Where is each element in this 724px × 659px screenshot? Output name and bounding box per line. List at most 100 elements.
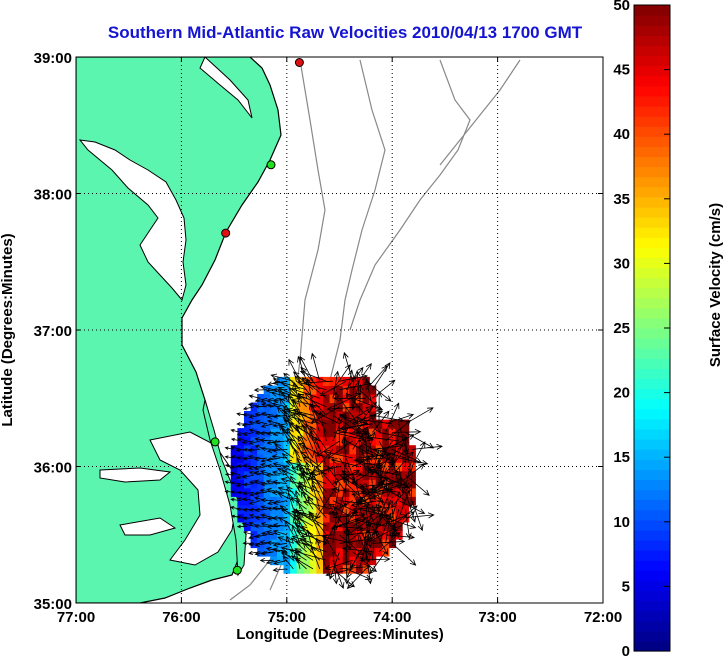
velocity-cell [276, 453, 285, 463]
velocity-cell [303, 436, 311, 446]
velocity-cell [329, 436, 337, 446]
velocity-cell [250, 411, 258, 421]
velocity-arrow [365, 429, 373, 459]
radar-station-marker [266, 160, 276, 170]
colorbar-tick-label: 50 [613, 0, 630, 14]
velocity-arrow [378, 512, 400, 536]
velocity-cell [283, 496, 291, 506]
velocity-arrow [359, 417, 393, 425]
velocity-cell [369, 419, 377, 429]
velocity-arrow [324, 559, 353, 571]
velocity-arrow [247, 465, 261, 470]
velocity-cell [309, 487, 318, 497]
velocity-arrow [273, 559, 287, 565]
velocity-cell [296, 564, 304, 574]
colorbar-band [634, 277, 670, 289]
colorbar-band [634, 529, 670, 541]
colorbar-band [634, 560, 670, 571]
colorbar-band [634, 479, 670, 491]
pamlico-river [119, 517, 177, 536]
velocity-cell [336, 462, 344, 472]
velocity-arrow [314, 436, 327, 467]
velocity-arrow [395, 469, 413, 493]
velocity-cell [257, 539, 265, 549]
velocity-arrow [253, 387, 268, 393]
velocity-arrow [260, 513, 274, 519]
velocity-arrow [408, 474, 414, 508]
chart-title: Southern Mid-Atlantic Raw Velocities 201… [108, 23, 583, 42]
velocity-arrow [241, 474, 254, 479]
delaware-bay [199, 57, 253, 119]
velocity-cell [329, 445, 337, 455]
velocity-cell [316, 513, 324, 523]
colorbar-band [634, 469, 670, 480]
y-axis-title: Latitude (Degrees:Minutes) [0, 233, 16, 426]
velocity-arrow [260, 531, 274, 536]
colorbar: 0 5 10 15 20 25 30 35 40 45 50 [613, 0, 671, 659]
velocity-cell [323, 556, 331, 566]
velocity-cell [257, 419, 265, 429]
velocity-cell [336, 385, 344, 395]
velocity-cell [230, 445, 238, 455]
map-plot-area [76, 57, 603, 603]
velocity-cell [316, 411, 324, 421]
velocity-arrow [319, 380, 347, 396]
velocity-cell [349, 453, 357, 463]
velocity-cell [323, 547, 331, 557]
velocity-cell [349, 513, 357, 523]
colorbar-band [634, 550, 670, 561]
velocity-arrow [249, 513, 261, 519]
velocity-cell [296, 411, 304, 421]
colorbar-band [634, 156, 670, 168]
velocity-arrow [405, 491, 417, 523]
velocity-arrow [330, 487, 360, 493]
velocity-arrow [291, 524, 301, 544]
velocity-cell [382, 539, 390, 549]
velocity-cell [283, 547, 291, 557]
velocity-arrow [359, 442, 367, 476]
velocity-cell [349, 539, 357, 549]
velocity-cell [250, 436, 258, 446]
velocity-arrow [411, 500, 424, 532]
velocity-cell [250, 513, 258, 523]
x-tick-label: 76:00 [162, 609, 200, 626]
velocity-arrow [365, 365, 388, 390]
velocity-cell [290, 530, 298, 540]
colorbar-tick-label: 5 [622, 578, 630, 595]
velocity-arrow [308, 466, 340, 476]
velocity-cell [356, 513, 364, 523]
velocity-arrow [248, 480, 261, 485]
colorbar-band [634, 388, 670, 400]
velocity-cell [244, 487, 252, 497]
velocity-cell [257, 496, 265, 506]
velocity-arrow [260, 411, 274, 417]
velocity-cell [303, 479, 311, 489]
colorbar-band [634, 630, 670, 642]
velocity-arrow [302, 500, 334, 510]
velocity-arrow [296, 482, 320, 493]
velocity-cell [263, 504, 271, 514]
velocity-cell [303, 445, 311, 455]
velocity-cell [263, 453, 271, 463]
velocity-arrow [330, 517, 360, 530]
colorbar-tick-label: 45 [613, 62, 630, 79]
velocity-cell [290, 428, 298, 438]
velocity-cell [283, 530, 291, 540]
velocity-arrow [378, 514, 408, 527]
velocity-cell [237, 428, 245, 438]
velocity-arrow [366, 504, 380, 535]
velocity-arrow [271, 454, 287, 460]
velocity-cell [257, 487, 265, 497]
velocity-arrow [346, 568, 367, 590]
velocity-cell [323, 522, 331, 532]
velocity-cell [323, 496, 331, 506]
velocity-cell [250, 428, 258, 438]
chesapeake-bay [78, 139, 187, 302]
velocity-arrow [341, 470, 367, 493]
velocity-cell [290, 462, 298, 472]
velocity-arrow [330, 458, 360, 467]
velocity-cell [244, 428, 252, 438]
velocity-cell [329, 376, 337, 386]
velocity-cell [237, 470, 245, 480]
velocity-arrow [398, 489, 411, 518]
